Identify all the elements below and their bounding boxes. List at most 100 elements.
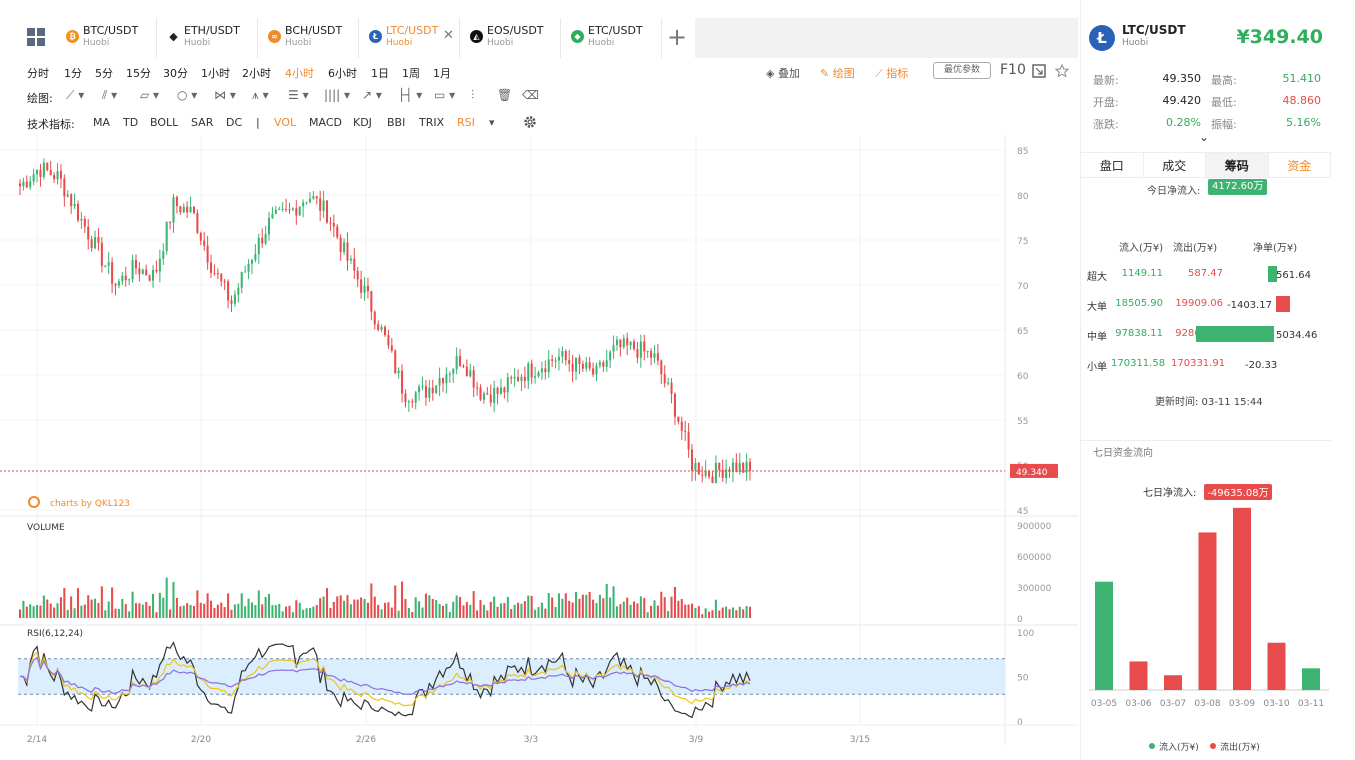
expand-chevron-icon[interactable]: ⌄ <box>1199 130 1210 144</box>
grid-menu-icon[interactable] <box>27 28 45 46</box>
candle-body <box>117 281 120 286</box>
tab-eth-usdt[interactable]: ◆ ETH/USDT Huobi <box>157 18 258 58</box>
seven-day-bar <box>1267 642 1286 690</box>
candle-body <box>111 262 114 284</box>
volume-bar <box>46 599 49 618</box>
candle-body <box>346 242 349 261</box>
volume-bar <box>377 604 380 618</box>
fullscreen-icon[interactable] <box>1032 64 1046 78</box>
info-tab-1[interactable]: 成交 <box>1144 153 1206 177</box>
indicator-rsi[interactable]: RSI <box>457 116 475 129</box>
volume-bar <box>646 612 649 618</box>
candle-body <box>373 311 376 325</box>
tab-ltc-usdt[interactable]: Ł LTC/USDT Huobi ✕ <box>359 18 460 58</box>
volume-bar <box>394 585 397 618</box>
period-10[interactable]: 1周 <box>402 67 420 80</box>
add-tab-button[interactable]: + <box>666 23 688 51</box>
eraser-icon[interactable]: ⌫ <box>522 88 539 102</box>
comment-tool-icon[interactable]: ▭ ▾ <box>434 88 456 102</box>
period-3[interactable]: 15分 <box>126 67 151 80</box>
wave-tool-icon[interactable]: ⋈ ▾ <box>214 88 236 102</box>
period-7[interactable]: 4小时 <box>285 67 314 80</box>
measure-tool-icon[interactable]: ├┤ ▾ <box>398 88 423 102</box>
close-tab-icon[interactable]: ✕ <box>443 28 454 43</box>
overlay-button[interactable]: ◈ 叠加 <box>766 65 800 81</box>
volume-bar <box>551 597 554 618</box>
indicator-vol[interactable]: VOL <box>274 116 297 129</box>
legend-dot <box>1149 743 1155 749</box>
indicator-dc[interactable]: DC <box>226 116 243 129</box>
volume-bar <box>370 583 373 618</box>
candle-body <box>503 387 506 393</box>
star-icon[interactable] <box>1055 64 1069 78</box>
period-5[interactable]: 1小时 <box>201 67 230 80</box>
fib-tool-icon[interactable]: ☰ ▾ <box>288 88 309 102</box>
volume-bar <box>568 600 571 618</box>
price-chart[interactable]: 85 80 75 70 65 60 55 50 45 49.340 charts by QKL123… <box>0 135 1078 760</box>
candle-body <box>227 281 230 301</box>
indicator-bbi[interactable]: BBI <box>387 116 406 129</box>
tab-eos-usdt[interactable]: ◭ EOS/USDT Huobi <box>460 18 561 58</box>
candle-body <box>575 357 578 372</box>
indicator-ma[interactable]: MA <box>93 116 111 129</box>
period-2[interactable]: 5分 <box>95 67 113 80</box>
ray-tool-icon[interactable]: ⫽ ▾ <box>102 88 118 102</box>
candle-body <box>748 461 752 471</box>
tab-etc-usdt[interactable]: ◆ ETC/USDT Huobi <box>561 18 662 58</box>
volume-bar <box>39 605 42 618</box>
pattern-tool-icon[interactable]: ⩚ ▾ <box>252 88 269 102</box>
info-tab-2[interactable]: 筹码 <box>1206 153 1269 177</box>
info-tab-3[interactable]: 资金 <box>1268 153 1331 177</box>
symbol-exchange: Huobi <box>1122 38 1149 48</box>
period-11[interactable]: 1月 <box>433 67 451 80</box>
volume-bar <box>697 606 700 618</box>
period-9[interactable]: 1日 <box>371 67 389 80</box>
seven-day-date: 03-10 <box>1263 699 1289 709</box>
indicator-more-dropdown[interactable]: ▾ <box>489 116 495 129</box>
candle-body <box>42 162 45 177</box>
volume-bar <box>63 587 66 618</box>
flow-row-label: 中单 <box>1087 332 1107 343</box>
pencil-icon: ✎ <box>820 67 830 80</box>
indicator-td[interactable]: TD <box>123 116 139 129</box>
tab-symbol: EOS/USDT <box>487 24 544 37</box>
info-tab-0[interactable]: 盘口 <box>1081 153 1144 177</box>
indicator-macd[interactable]: MACD <box>309 116 342 129</box>
candle-body <box>407 401 410 403</box>
indicator-boll[interactable]: BOLL <box>150 116 179 129</box>
bar-tool-icon[interactable]: ⫶ <box>471 88 475 102</box>
tab-bch-usdt[interactable]: ∞ BCH/USDT Huobi <box>258 18 359 58</box>
settings-gear-icon[interactable] <box>523 115 537 129</box>
volume-bar <box>325 588 329 618</box>
line-tool-icon[interactable]: ⟋ ▾ <box>66 88 85 102</box>
indicator-kdj[interactable]: KDJ <box>353 116 372 129</box>
circle-tool-icon[interactable]: ○ ▾ <box>177 88 198 102</box>
f10-button[interactable]: F10 <box>1000 62 1026 78</box>
volume-bar <box>602 598 605 618</box>
period-6[interactable]: 2小时 <box>242 67 271 80</box>
arrow-tool-icon[interactable]: ↗ ▾ <box>362 88 382 102</box>
candle-body <box>493 387 496 403</box>
period-4[interactable]: 30分 <box>163 67 188 80</box>
indicator-button[interactable]: ⟋ 指标 <box>875 65 908 81</box>
channel-tool-icon[interactable]: ▱ ▾ <box>140 88 160 102</box>
trash-icon[interactable]: 🗑 <box>497 88 513 102</box>
x-tick-label: 2/20 <box>191 735 211 745</box>
best-params-button[interactable]: 最优参数 <box>933 62 991 79</box>
period-1[interactable]: 1分 <box>64 67 82 80</box>
gann-tool-icon[interactable]: |||| ▾ <box>324 88 351 102</box>
candle-body <box>339 237 342 253</box>
seven-day-date: 03-07 <box>1160 699 1186 709</box>
candle-body <box>155 269 158 272</box>
indicator-trix[interactable]: TRIX <box>419 116 445 129</box>
overlay-label: 叠加 <box>777 67 800 80</box>
tab-btc-usdt[interactable]: ₿ BTC/USDT Huobi <box>56 18 157 58</box>
draw-button[interactable]: ✎ 绘图 <box>820 65 855 81</box>
rsi-tick-label: 0 <box>1017 718 1023 728</box>
volume-bar <box>254 605 257 618</box>
btc-coin-icon: ₿ <box>66 30 79 43</box>
indicator-sar[interactable]: SAR <box>191 116 214 129</box>
volume-bar <box>111 587 114 618</box>
period-0[interactable]: 分时 <box>27 67 49 80</box>
period-8[interactable]: 6小时 <box>328 67 357 80</box>
